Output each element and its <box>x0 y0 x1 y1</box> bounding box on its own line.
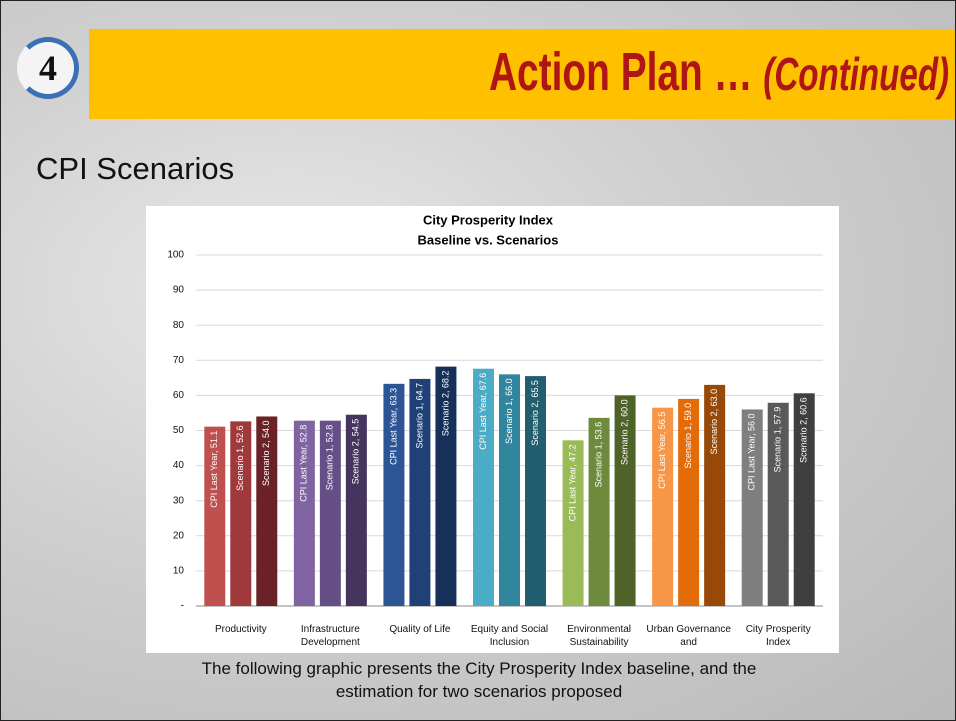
data-label: Scenario 2, 68.2 <box>440 371 450 437</box>
x-tick-label: Urban Governance and <box>644 623 734 649</box>
y-tick-label: 30 <box>173 495 185 506</box>
slide: Action Plan … (Continued) 4 CPI Scenario… <box>0 0 956 721</box>
data-label: Scenario 1, 52.8 <box>325 425 335 491</box>
data-label: CPI Last Year, 63.3 <box>388 388 398 465</box>
data-label: Scenario 2, 54.5 <box>351 419 361 485</box>
y-tick-label: 80 <box>173 320 185 331</box>
data-label: Scenario 2, 65.5 <box>530 380 540 446</box>
x-tick-label: Environmental Sustainability <box>554 623 644 649</box>
data-label: CPI Last Year, 56.5 <box>657 412 667 489</box>
y-tick-label: 70 <box>173 355 185 366</box>
y-tick-label: 50 <box>173 425 185 436</box>
x-tick-label: Infrastructure Development <box>285 623 375 649</box>
data-label: CPI Last Year, 52.8 <box>299 425 309 502</box>
y-tick-label: 90 <box>173 285 185 296</box>
data-label: CPI Last Year, 47.2 <box>567 444 577 521</box>
data-label: CPI Last Year, 51.1 <box>209 431 219 508</box>
data-label: Scenario 1, 52.6 <box>235 425 245 491</box>
data-label: CPI Last Year, 56.0 <box>747 413 757 490</box>
data-label: Scenario 2, 54.0 <box>261 420 271 486</box>
y-tick-label: - <box>181 601 184 612</box>
data-label: Scenario 1, 64.7 <box>414 383 424 449</box>
y-tick-label: 10 <box>173 566 185 577</box>
x-tick-label: Quality of Life <box>375 623 465 636</box>
data-label: Scenario 1, 57.9 <box>773 407 783 473</box>
data-label: CPI Last Year, 67.6 <box>478 373 488 450</box>
data-label: Scenario 1, 66.0 <box>504 378 514 444</box>
x-tick-label: City Prosperity Index <box>733 623 823 649</box>
y-tick-label: 60 <box>173 390 185 401</box>
caption: The following graphic presents the City … <box>161 657 797 703</box>
data-label: Scenario 2, 60.0 <box>619 399 629 465</box>
y-tick-label: 20 <box>173 530 185 541</box>
data-label: Scenario 1, 59.0 <box>683 403 693 469</box>
x-tick-label: Productivity <box>196 623 286 636</box>
data-label: Scenario 2, 60.6 <box>799 397 809 463</box>
chart: City Prosperity Index Baseline vs. Scena… <box>1 1 956 721</box>
y-tick-label: 100 <box>167 250 184 261</box>
chart-title: City Prosperity Index <box>423 212 554 227</box>
data-label: Scenario 2, 63.0 <box>709 389 719 455</box>
chart-subtitle: Baseline vs. Scenarios <box>418 232 559 247</box>
data-label: Scenario 1, 53.6 <box>593 422 603 488</box>
y-tick-label: 40 <box>173 460 185 471</box>
x-tick-label: Equity and Social Inclusion <box>465 623 555 649</box>
